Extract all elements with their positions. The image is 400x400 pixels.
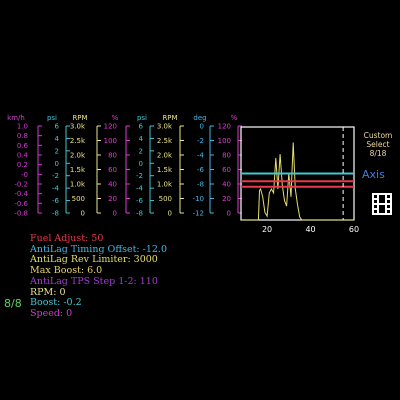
gauge-0: km/h1.00.8 0.6 0.40.2 -0 -0.2-0.4 -0.6 -0.8 [7,114,42,218]
stat-rpm: RPM: 0 [30,286,66,298]
gauge-tick-label: 100 [104,137,117,145]
stat-fuel-adjust: Fuel Adjust: 50 [30,233,104,244]
stat-max-boost: Max Boost: 6.0 [30,265,103,277]
gauge-tick-label: 120 [104,123,117,131]
gauge-tick-label: 40 [222,181,231,189]
gauge-tick-label: 500 [159,195,172,203]
gauge-tick-label: 2.0k [70,152,86,160]
gauge-tick-label: -6 [136,197,144,205]
axis-button[interactable]: Axis [362,168,385,181]
stat-speed: Speed: 0 [30,307,73,319]
gauge-tick-label: 3.0k [70,123,86,131]
gauge-tick-label: -0.6 [14,200,28,208]
gauge-tick-label: 1.0k [157,181,173,189]
gauge-tick-label: 1.0 [17,123,28,131]
gauge-tick-label: 3.0k [157,123,173,131]
gauge-tick-label: -8 [136,210,143,218]
series-line-0 [241,142,354,221]
film-strip-icon[interactable] [372,193,392,215]
gauge-tick-label: 60 [222,166,231,174]
gauge-tick-label: 0.2 [17,161,28,169]
gauge-tick-label: -8 [197,181,204,189]
gauge-tick-label: 0 [200,123,204,131]
gauge-tick-label: 0 [113,210,117,218]
gauge-tick-label: 1.5k [157,166,173,174]
gauge-tick-label: -0.8 [14,210,28,218]
gauge-tick-label: 100 [218,137,231,145]
gauge-tick-label: -0.4 [14,190,28,198]
gauge-tick-label: 40 [108,181,117,189]
gauge-tick-label: -6 [197,166,205,174]
stat-antilag-rev-limiter: AntiLag Rev Limiter: 3000 [30,254,158,266]
gauge-tick-label: 0 [55,160,59,168]
gauge-tick-label: 4 [55,135,60,143]
gauge-tick-label: 0 [81,210,85,218]
gauge-tick-label: 2.5k [70,137,86,145]
page-indicator: 8/8 [4,297,22,310]
gauge-tick-label: 2.0k [157,152,173,160]
parameter-list: Fuel Adjust: 50 AntiLag Timing Offset: -… [30,233,167,320]
custom-select-button[interactable]: Custom Select 8/18 [356,131,400,158]
gauge-unit: % [231,114,238,122]
gauge-tick-label: 1.0k [70,181,86,189]
gauge-tick-label: 6 [55,123,60,131]
gauge-tick-label: 2 [55,147,59,155]
gauge-tick-label: 0.8 [17,132,28,140]
gauge-unit: % [112,114,119,122]
gauge-tick-label: 0 [227,210,231,218]
gauge-unit: psi [47,114,57,122]
gauge-tick-label: 0 [168,210,172,218]
gauge-tick-label: 80 [108,152,117,160]
gauge-tick-label: -0.2 [14,181,28,189]
x-tick-label: 20 [262,225,272,234]
gauge-tick-label: 80 [222,152,231,160]
gauge-unit: RPM [162,114,177,122]
stat-antilag-timing-offset: AntiLag Timing Offset: -12.0 [30,243,167,255]
custom-select-line1: Custom [363,131,393,140]
gauge-tick-label: 6 [139,123,144,131]
custom-select-line3: 8/18 [369,149,387,158]
gauge-tick-label: 0.4 [17,152,29,160]
gauge-tick-label: 60 [108,166,117,174]
x-tick-label: 60 [349,225,359,234]
gauge-tick-label: 20 [108,195,117,203]
gauge-tick-label: 0 [139,160,143,168]
gauge-tick-label: -4 [136,185,144,193]
gauge-tick-label: 20 [222,195,231,203]
gauge-tick-label: 2.5k [157,137,173,145]
x-tick-label: 40 [305,225,315,234]
gauge-tick-label: 0.6 [17,142,29,150]
gauge-tick-label: -2 [136,172,143,180]
gauge-tick-label: -2 [52,172,59,180]
gauge-tick-label: -8 [52,210,59,218]
stat-antilag-tps-step: AntiLag TPS Step 1-2: 110 [30,275,158,287]
stat-boost: Boost: -0.2 [30,297,82,309]
gauge-tick-label: -4 [197,152,205,160]
gauge-7: %120 100 80 60 40 20 0 [218,114,242,218]
gauge-tick-label: 1.5k [70,166,86,174]
gauge-tick-label: -0 [21,171,28,179]
gauge-tick-label: -4 [52,185,60,193]
gauge-tick-label: -12 [193,210,204,218]
gauge-tick-label: -10 [193,195,204,203]
gauge-tick-label: 120 [218,123,231,131]
gauge-tick-label: -6 [52,197,60,205]
gauge-unit: deg [193,114,206,122]
gauge-tick-label: 2 [139,147,143,155]
gauge-unit: RPM [72,114,87,122]
gauge-tick-label: 4 [139,135,144,143]
gauge-tick-label: -2 [197,137,204,145]
custom-select-line2: Select [366,140,390,149]
gauge-3: %120 100 80 60 40 20 0 [104,114,130,218]
gauge-tick-label: 500 [72,195,85,203]
gauge-unit: psi [137,114,147,122]
gauge-unit: km/h [7,114,25,122]
